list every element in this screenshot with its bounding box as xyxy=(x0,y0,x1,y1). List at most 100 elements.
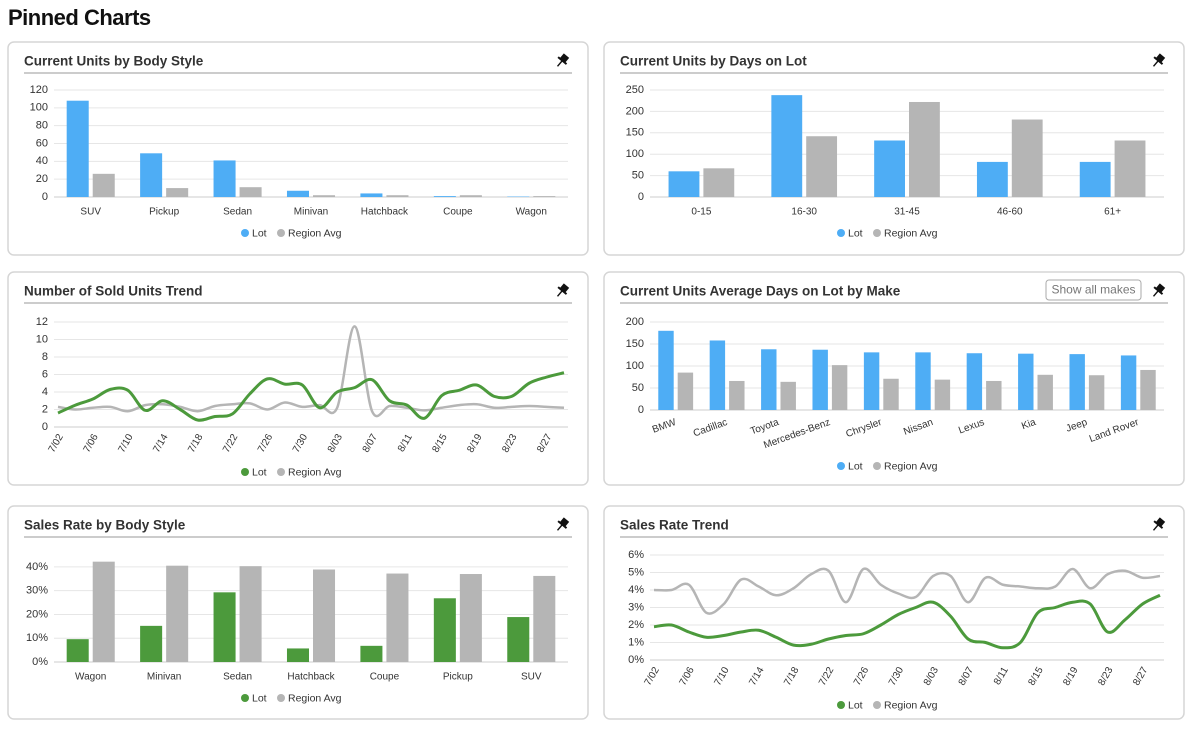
y-tick-label: 100 xyxy=(626,148,644,160)
bar xyxy=(966,353,983,410)
legend-label: Region Avg xyxy=(288,692,342,704)
y-tick-label: 2% xyxy=(628,619,644,631)
pin-needle[interactable] xyxy=(1152,524,1159,531)
bar xyxy=(874,140,905,197)
pin-icon[interactable] xyxy=(553,516,570,534)
pin-head[interactable] xyxy=(1155,517,1166,527)
pin-head[interactable] xyxy=(1155,283,1166,293)
pin-base[interactable] xyxy=(557,520,568,529)
bar xyxy=(883,378,899,410)
bar xyxy=(1140,369,1156,410)
legend-swatch xyxy=(241,229,249,237)
x-tick-label: Coupe xyxy=(370,672,400,683)
pin-head[interactable] xyxy=(559,517,570,527)
y-tick-label: 150 xyxy=(626,338,644,350)
legend-swatch xyxy=(837,701,845,709)
x-tick-label: Minivan xyxy=(294,207,328,218)
x-tick-label: 61+ xyxy=(1104,207,1121,218)
y-tick-label: 10% xyxy=(26,632,48,644)
bar xyxy=(92,173,115,197)
y-tick-label: 0 xyxy=(42,421,48,433)
bar xyxy=(729,380,745,410)
show-all-button-label[interactable]: Show all makes xyxy=(1051,283,1135,297)
legend-swatch xyxy=(837,229,845,237)
y-tick-label: 20 xyxy=(36,173,48,185)
x-tick-label: Hatchback xyxy=(287,672,335,683)
pin-icon[interactable] xyxy=(1149,282,1166,300)
bar xyxy=(92,561,115,662)
x-tick-label: 16-30 xyxy=(791,207,817,218)
bar xyxy=(771,95,803,197)
legend-swatch xyxy=(241,694,249,702)
y-tick-label: 5% xyxy=(628,566,644,578)
bar xyxy=(761,349,777,410)
pin-head[interactable] xyxy=(559,53,570,63)
x-tick-label: Pickup xyxy=(149,207,179,218)
legend-swatch xyxy=(277,468,285,476)
bar xyxy=(386,195,409,197)
pin-icon[interactable] xyxy=(1149,516,1166,534)
bar xyxy=(213,592,236,662)
legend-label: Region Avg xyxy=(288,466,342,478)
card-background xyxy=(7,41,589,256)
bar xyxy=(286,648,309,662)
legend-label: Lot xyxy=(252,466,267,478)
pin-icon[interactable] xyxy=(553,52,570,70)
x-tick-label: Minivan xyxy=(147,672,181,683)
pin-icon[interactable] xyxy=(1149,52,1166,70)
legend-swatch xyxy=(277,229,285,237)
bar xyxy=(1088,375,1105,410)
chart-card: Current Units by Body Style 0 20 40 60 80 100 1… xyxy=(7,41,589,256)
card-background xyxy=(7,271,589,486)
bar xyxy=(806,136,838,197)
y-tick-label: 0 xyxy=(42,191,48,203)
pin-head[interactable] xyxy=(559,283,570,293)
card-background xyxy=(603,505,1185,720)
bar xyxy=(863,352,880,410)
y-tick-label: 0% xyxy=(628,654,644,666)
y-tick-label: 12 xyxy=(36,316,48,328)
pin-needle[interactable] xyxy=(556,290,563,297)
bar xyxy=(1079,161,1111,197)
y-tick-label: 10 xyxy=(36,333,48,345)
bar xyxy=(140,625,163,662)
pin-needle[interactable] xyxy=(1152,290,1159,297)
pin-needle[interactable] xyxy=(1152,60,1159,67)
bar xyxy=(166,565,189,662)
bar xyxy=(709,340,726,410)
pin-needle[interactable] xyxy=(556,524,563,531)
bar xyxy=(668,171,700,197)
y-tick-label: 0% xyxy=(32,656,48,668)
x-tick-label: SUV xyxy=(80,207,101,218)
bar xyxy=(239,187,262,197)
bar xyxy=(313,195,336,197)
bar xyxy=(1069,354,1085,410)
bar xyxy=(915,352,931,410)
pin-icon[interactable] xyxy=(553,282,570,300)
pin-needle[interactable] xyxy=(556,60,563,67)
pin-base[interactable] xyxy=(557,286,568,295)
chart-card: Sales Rate by Body Style 0% 10% 20% 30% 40% Wa… xyxy=(7,505,589,720)
show-all-button[interactable] xyxy=(1045,279,1142,301)
pin-base[interactable] xyxy=(1153,56,1164,65)
card-background xyxy=(603,271,1185,486)
legend-label: Lot xyxy=(252,692,267,704)
y-tick-label: 60 xyxy=(36,137,48,149)
bar xyxy=(1037,374,1053,410)
x-tick-label: SUV xyxy=(521,672,542,683)
chart-title: Current Units by Body Style xyxy=(24,54,204,69)
bar xyxy=(780,381,796,410)
pin-base[interactable] xyxy=(1153,286,1164,295)
legend-swatch xyxy=(277,694,285,702)
y-tick-label: 30% xyxy=(26,585,48,597)
pin-base[interactable] xyxy=(557,56,568,65)
y-tick-label: 150 xyxy=(626,127,644,139)
bar xyxy=(986,380,1002,410)
pin-head[interactable] xyxy=(1155,53,1166,63)
pin-base[interactable] xyxy=(1153,520,1164,529)
bar xyxy=(1120,355,1137,410)
bar xyxy=(360,645,383,662)
